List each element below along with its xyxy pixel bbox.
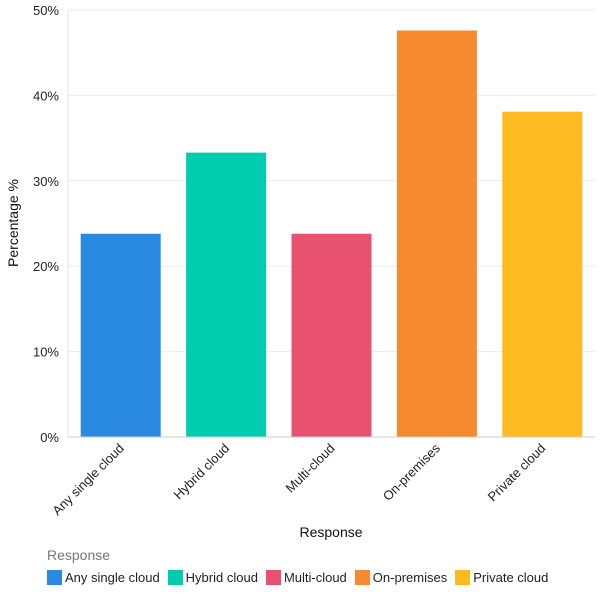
legend-item[interactable]: Multi-cloud: [265, 570, 347, 585]
y-tick-label: 40%: [33, 88, 59, 103]
legend-item[interactable]: Any single cloud: [47, 570, 160, 585]
legend-label: Hybrid cloud: [185, 570, 258, 585]
legend-label: Any single cloud: [65, 570, 160, 585]
x-axis-title: Response: [299, 524, 362, 540]
x-tick-label: Hybrid cloud: [171, 441, 233, 503]
legend-swatch: [354, 570, 370, 585]
legend-label: Multi-cloud: [283, 570, 347, 585]
legend-item[interactable]: On-premises: [354, 570, 448, 585]
y-tick-label: 50%: [33, 3, 59, 18]
x-tick-label: On-premises: [380, 440, 444, 504]
y-tick-labels: 0% 10% 20% 30% 40% 50%: [33, 3, 59, 445]
y-tick-label: 0%: [40, 430, 59, 445]
bar-hybrid-cloud[interactable]: [186, 152, 267, 438]
x-tick-label: Multi-cloud: [283, 441, 338, 496]
legend-swatch: [265, 570, 281, 585]
legend-label: Private cloud: [473, 570, 549, 585]
bar-multi-cloud[interactable]: [291, 233, 372, 437]
bar-any-single-cloud[interactable]: [80, 233, 161, 437]
bar-private-cloud[interactable]: [502, 111, 583, 437]
x-tick-label: Any single cloud: [49, 441, 127, 519]
y-axis-title: Percentage %: [5, 179, 21, 267]
legend-swatch: [47, 570, 62, 585]
legend: Response Any single cloud Hybrid cloud Mul…: [47, 547, 548, 585]
legend-item[interactable]: Private cloud: [455, 570, 548, 585]
y-tick-label: 20%: [33, 259, 59, 274]
bars: [80, 30, 583, 438]
legend-swatch: [167, 570, 183, 585]
bar-on-premises[interactable]: [396, 30, 477, 437]
x-tick-label: Private cloud: [485, 441, 549, 505]
y-tick-label: 10%: [33, 345, 59, 360]
legend-title: Response: [47, 547, 111, 563]
legend-items: Any single cloud Hybrid cloud Multi-cloud O…: [47, 570, 548, 585]
legend-item[interactable]: Hybrid cloud: [167, 570, 258, 585]
legend-swatch: [455, 570, 471, 585]
y-tick-label: 30%: [33, 174, 59, 189]
x-tick-labels: Any single cloud Hybrid cloud Multi-cloud O…: [49, 440, 548, 518]
legend-label: On-premises: [372, 570, 448, 585]
